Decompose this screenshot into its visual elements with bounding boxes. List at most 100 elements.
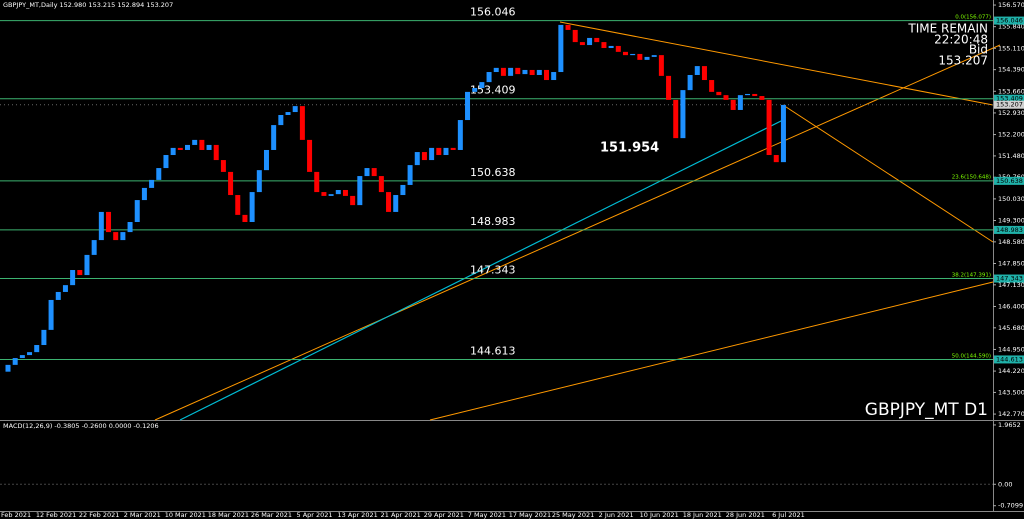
level-label: 147.343 (470, 264, 516, 277)
x-tick-label: 7 May 2021 (468, 511, 506, 519)
level-tag-label: 144.613 (996, 355, 1023, 363)
candle-body (321, 192, 327, 196)
trend-line (782, 104, 994, 243)
candle-body (393, 195, 399, 212)
candle-body (737, 95, 743, 110)
candle-body (235, 195, 241, 215)
candle-body (723, 95, 729, 100)
candle-body (694, 66, 700, 75)
level-tag (994, 225, 1024, 234)
level-label: 148.983 (470, 215, 516, 228)
candle-body (429, 147, 435, 161)
macd-tick-label: 0.00 (998, 480, 1012, 488)
candle-body (486, 72, 492, 83)
candle-body (508, 67, 514, 76)
x-tick-label: 28 Jun 2021 (726, 511, 765, 519)
level-label: 156.046 (470, 6, 516, 19)
candle-body (134, 200, 140, 223)
candle-body (673, 99, 679, 139)
candle-body (228, 171, 234, 196)
candle-body (615, 45, 621, 52)
candle-body (307, 139, 313, 172)
chart-header: GBPJPY_MT,Daily 152.980 153.215 152.894 … (3, 1, 173, 9)
time-remain: 22:20:48 (934, 33, 988, 47)
y-tick-label: 149.300 (998, 217, 1024, 225)
candle-body (299, 106, 305, 140)
candle-body (457, 120, 463, 150)
candle-body (371, 168, 377, 177)
candle-body (658, 55, 664, 76)
candle-body (278, 115, 284, 126)
time-remain-label: TIME REMAIN (907, 22, 988, 36)
candle-body (436, 147, 442, 156)
x-tick-label: 25 May 2021 (552, 511, 594, 519)
level-tag (994, 94, 1024, 103)
bid-label: Bid (969, 43, 988, 57)
candle-body (443, 147, 449, 156)
candle-body (407, 165, 413, 185)
candle-body (601, 42, 607, 49)
candle-body (378, 176, 384, 193)
candle-body (177, 147, 183, 150)
symbol-label: GBPJPY_MT D1 (865, 400, 988, 420)
x-tick-label: 12 Feb 2021 (36, 511, 76, 519)
level-tag-label: 148.983 (996, 226, 1023, 234)
candle-body (149, 179, 155, 188)
candle-body (421, 152, 427, 161)
candle-body (199, 139, 205, 150)
candle-body (608, 45, 614, 49)
candle-body (335, 189, 341, 195)
candle-body (680, 90, 686, 139)
level-tag (994, 176, 1024, 185)
candle-body (328, 194, 334, 196)
y-tick-label: 146.400 (998, 302, 1024, 310)
candle-body (472, 88, 478, 92)
y-tick-label: 150.030 (998, 195, 1024, 203)
trend-line (559, 21, 994, 106)
x-tick-label: 29 Apr 2021 (424, 511, 464, 519)
fib-label: 50.0(144.590) (952, 354, 991, 360)
y-tick-label: 145.680 (998, 324, 1024, 332)
price-annotation: 151.954 (600, 141, 659, 156)
candle-body (644, 56, 650, 60)
y-tick-label: 143.500 (998, 388, 1024, 396)
level-label: 144.613 (470, 344, 516, 357)
candle-body (630, 53, 636, 56)
trend-line (429, 281, 994, 421)
candle-body (780, 104, 786, 163)
candle-body (249, 192, 255, 223)
trend-line (154, 44, 1001, 421)
candle-body (766, 99, 772, 156)
candle-body (263, 149, 269, 171)
macd-tick-label: -0.7099 (998, 502, 1023, 510)
level-label: 150.638 (470, 166, 516, 179)
y-tick-label: 147.850 (998, 260, 1024, 268)
candle-body (285, 112, 291, 116)
candle-body (106, 211, 112, 233)
y-tick-label: 155.110 (998, 44, 1024, 52)
y-tick-label: 152.930 (998, 109, 1024, 117)
candle-body (587, 37, 593, 46)
candle-body (400, 184, 406, 196)
x-tick-label: 10 Mar 2021 (165, 511, 206, 519)
candle-body (141, 187, 147, 201)
macd-tick-label: 1.9652 (998, 421, 1021, 429)
bid-tag (994, 100, 1024, 109)
fib-label: 38.2(147.391) (952, 273, 991, 279)
candle-body (127, 222, 133, 233)
candle-body (156, 168, 162, 180)
candle-body (12, 358, 18, 365)
candle-body (730, 99, 736, 110)
candle-body (687, 74, 693, 91)
candle-body (350, 195, 356, 206)
candle-body (163, 155, 169, 169)
x-tick-label: 6 Jul 2021 (772, 511, 805, 519)
candle-body (493, 67, 499, 73)
candle-body (91, 240, 97, 255)
fib-label: 23.6(150.648) (952, 175, 991, 181)
candle-body (48, 299, 54, 330)
macd-label: MACD(12,26,9) -0.3805 -0.2600 0.0000 -0.… (3, 422, 159, 430)
trend-line (179, 119, 784, 421)
